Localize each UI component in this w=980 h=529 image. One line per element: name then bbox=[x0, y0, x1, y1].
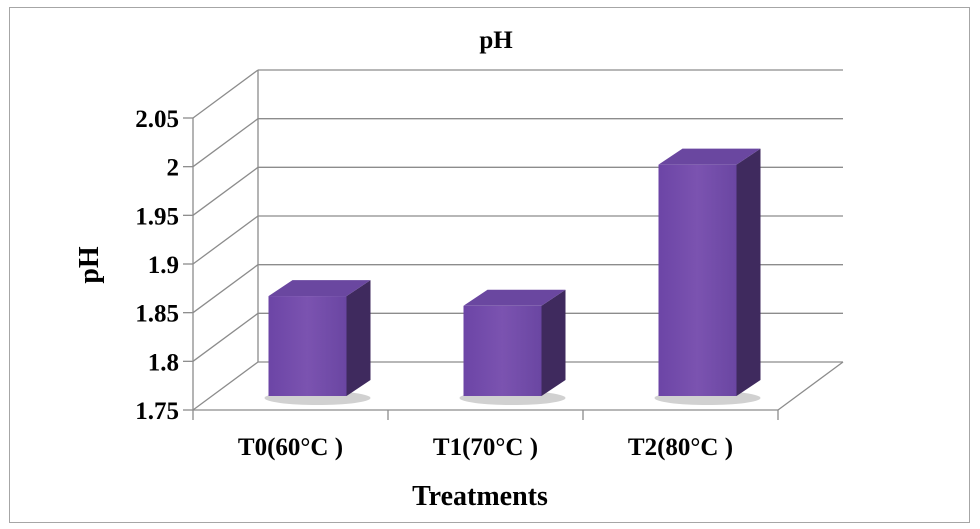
y-tick-label: 1.9 bbox=[148, 252, 179, 279]
gridline-side bbox=[192, 69, 259, 119]
bar-front-face bbox=[658, 164, 737, 396]
bar bbox=[264, 280, 371, 405]
bar-side-face bbox=[541, 289, 566, 396]
bar-top-face bbox=[658, 148, 761, 165]
y-tick-label: 2 bbox=[167, 155, 180, 182]
gridline-side bbox=[192, 312, 259, 362]
bar bbox=[654, 148, 761, 405]
x-category-label: T0(60°C ) bbox=[238, 434, 343, 461]
y-tick-label: 1.85 bbox=[135, 301, 179, 328]
gridline-side bbox=[192, 264, 259, 314]
gridline-side bbox=[192, 166, 259, 216]
gridline-side bbox=[192, 215, 259, 265]
y-tick-label: 1.95 bbox=[135, 203, 179, 230]
bar bbox=[459, 289, 566, 405]
x-category-label: T2(80°C ) bbox=[628, 434, 733, 461]
gridline-side bbox=[192, 361, 259, 411]
bar-front-face bbox=[268, 296, 347, 396]
bar-layer bbox=[264, 148, 761, 405]
gridline-side bbox=[192, 118, 259, 168]
bar-top-face bbox=[268, 280, 371, 297]
chart-title: pH bbox=[479, 27, 513, 54]
x-category-label: T1(70°C ) bbox=[433, 434, 538, 461]
y-tick-label: 1.75 bbox=[135, 398, 179, 425]
bar-top-face bbox=[463, 289, 566, 306]
floor-right-edge bbox=[777, 361, 844, 411]
y-tick-label: 1.8 bbox=[148, 349, 179, 376]
y-axis-title: pH bbox=[74, 246, 105, 284]
x-axis-title: Treatments bbox=[412, 481, 548, 512]
bar-side-face bbox=[736, 148, 761, 396]
y-tick-label: 2.05 bbox=[135, 106, 179, 133]
bar-front-face bbox=[463, 305, 542, 396]
label-layer: 2.05 2 1.95 1.9 1.85 1.8 1.75 T0(60°C ) T1(70°C … bbox=[135, 106, 733, 461]
bar-side-face bbox=[346, 280, 371, 396]
